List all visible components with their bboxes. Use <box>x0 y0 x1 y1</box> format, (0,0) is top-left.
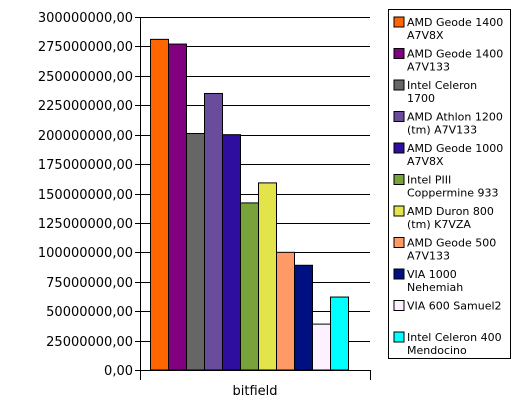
legend-label: VIA 600 Samuel2 <box>407 300 502 313</box>
legend-label: AMD Duron 800 (tm) K7VZA <box>407 205 494 231</box>
legend-swatch <box>393 16 405 28</box>
y-tick-label: 275000000,00 <box>38 40 133 55</box>
legend-label: AMD Geode 1400 A7V8X <box>407 16 503 42</box>
legend-swatch <box>393 205 405 217</box>
bar-intel-piii-coppermine-933 <box>240 202 259 371</box>
legend-swatch <box>393 300 405 311</box>
bar-intel-celeron-1700 <box>186 132 205 371</box>
legend-label: Intel Celeron 400 Mendocino <box>407 331 502 357</box>
legend-swatch <box>393 237 405 248</box>
y-tick-label: 50000000,00 <box>46 305 133 320</box>
y-tick-label: 200000000,00 <box>38 129 133 144</box>
x-category-label: bitfield <box>232 384 277 399</box>
legend-swatch <box>393 79 405 91</box>
legend-label: AMD Athlon 1200 (tm) A7V133 <box>407 111 503 137</box>
y-tick-label: 0,00 <box>104 364 133 379</box>
legend-swatch <box>393 142 405 154</box>
y-tick-label: 250000000,00 <box>38 70 133 85</box>
y-tick-label: 100000000,00 <box>38 246 133 261</box>
axes <box>135 17 371 380</box>
legend-label: Intel Celeron 1700 <box>407 79 477 105</box>
y-tick-label: 125000000,00 <box>38 217 133 232</box>
bar-via-1000-nehemiah <box>294 264 313 371</box>
legend-swatch <box>393 111 405 122</box>
legend-label: AMD Geode 500 A7V133 <box>407 237 496 263</box>
bar-amd-geode-500-a7v133 <box>276 251 295 371</box>
bar-amd-geode-1000-a7v8x <box>222 134 241 371</box>
y-tick-label: 300000000,00 <box>38 11 133 26</box>
legend-swatch <box>393 174 405 185</box>
legend: AMD Geode 1400 A7V8X AMD Geode 1400 A7V133 I… <box>388 9 511 359</box>
y-tick-label: 25000000,00 <box>46 335 133 350</box>
y-axis-tick-labels: 0,00 25000000,00 50000000,00 75000000,00 100… <box>38 11 133 379</box>
bars <box>150 38 349 371</box>
bar-amd-athlon-1200-tm-a7v133 <box>204 92 223 371</box>
legend-label: AMD Geode 1400 A7V133 <box>407 48 503 74</box>
x-axis-category-labels: bitfield <box>232 384 277 399</box>
legend-swatch <box>393 48 405 59</box>
y-tick-label: 75000000,00 <box>46 276 133 291</box>
y-tick-label: 225000000,00 <box>38 99 133 114</box>
y-tick-label: 150000000,00 <box>38 188 133 203</box>
bar-amd-geode-1400-a7v8x <box>150 38 169 371</box>
legend-label: VIA 1000 Nehemiah <box>407 268 463 294</box>
legend-label: AMD Geode 1000 A7V8X <box>407 142 503 168</box>
y-tick-label: 175000000,00 <box>38 158 133 173</box>
bar-amd-geode-1400-a7v133 <box>168 43 187 371</box>
bar-intel-celeron-400-mendocino <box>330 296 349 371</box>
bar-via-600-samuel2 <box>312 323 331 371</box>
legend-swatch <box>393 331 405 343</box>
legend-box <box>388 9 511 359</box>
legend-swatch <box>393 268 405 280</box>
legend-label: Intel PIII Coppermine 933 <box>407 174 498 200</box>
bar-amd-duron-800-tm-k7vza <box>258 182 277 371</box>
